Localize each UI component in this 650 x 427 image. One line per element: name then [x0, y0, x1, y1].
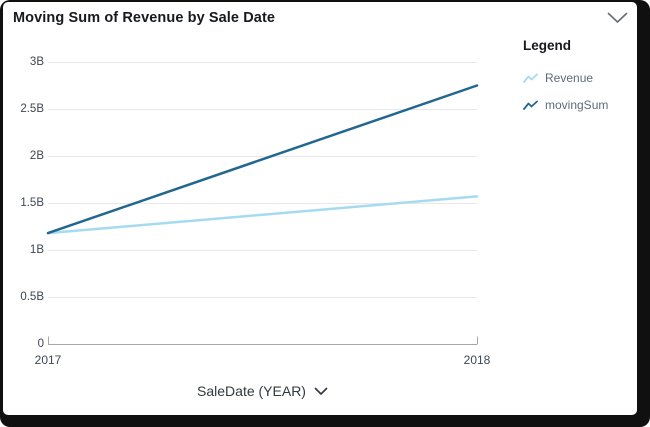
x-axis-title: SaleDate (YEAR) — [197, 383, 306, 399]
y-axis-tick-label: 1B — [29, 244, 44, 256]
chart-title: Moving Sum of Revenue by Sale Date — [13, 10, 276, 26]
series-line-revenue[interactable] — [46, 195, 479, 235]
line-series-icon — [523, 100, 538, 110]
legend-item-revenue[interactable]: Revenue — [523, 71, 631, 85]
y-axis-tick-label: 0.5B — [20, 291, 44, 303]
line-series-icon — [523, 73, 538, 83]
chevron-down-icon — [314, 387, 328, 395]
legend-title: Legend — [523, 38, 572, 53]
legend-item-label: Revenue — [545, 71, 594, 85]
x-axis-tick-label: 2018 — [463, 352, 491, 367]
legend: Legend Revenue movingSum — [523, 38, 631, 125]
y-axis-tick-label: 1.5B — [20, 197, 44, 209]
visual-card: Moving Sum of Revenue by Sale Date 0 0.5B… — [3, 2, 637, 415]
y-axis-tick-label: 3B — [29, 56, 44, 68]
legend-item-movingsum[interactable]: movingSum — [523, 98, 631, 112]
y-axis-tick-label: 0 — [37, 338, 44, 350]
series-line-movingsum[interactable] — [46, 84, 479, 235]
chevron-down-icon — [607, 12, 627, 23]
y-axis-tick-label: 2B — [29, 150, 44, 162]
line-chart-plot-area[interactable] — [3, 2, 637, 415]
x-axis-field-dropdown[interactable]: SaleDate (YEAR) — [48, 383, 477, 399]
y-axis-tick-label: 2.5B — [20, 103, 44, 115]
collapse-menu-button[interactable] — [603, 8, 631, 28]
x-axis-tick-label: 2017 — [34, 352, 62, 367]
legend-item-label: movingSum — [545, 98, 609, 112]
